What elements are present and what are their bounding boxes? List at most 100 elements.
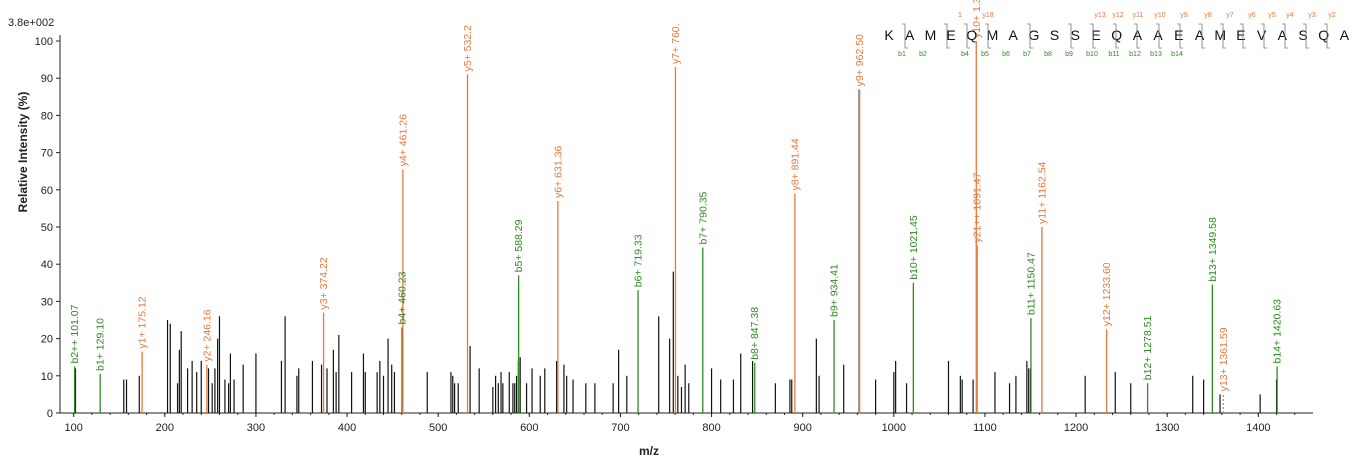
y-ion-peak-label: y4+ 461.26: [397, 114, 409, 166]
y-ion-index: y3: [1308, 12, 1316, 19]
y-tick-label: 80: [41, 110, 53, 122]
y-ion-index: y4: [1286, 12, 1294, 19]
fragment-cleavage-marker: [1220, 23, 1226, 49]
sequence-residue: V: [1257, 27, 1267, 43]
sequence-residue: M: [987, 27, 999, 43]
y-tick-label: 10: [41, 371, 53, 383]
fragment-cleavage-marker: [1199, 23, 1205, 49]
y-tick-label: 50: [41, 222, 53, 234]
sequence-residue: E: [1091, 27, 1100, 43]
sequence-residue: Q: [1318, 27, 1329, 43]
b-ion-peak-label: b12+ 1278.51: [1142, 316, 1154, 381]
y-ion-peak-label: y21++ 1091.47: [972, 172, 984, 242]
b-ion-peak-label: b1+ 129.10: [95, 318, 107, 371]
x-tick-label: 500: [429, 422, 447, 434]
y-ion-index: y7: [1226, 12, 1234, 19]
b-ion-index: b1: [898, 51, 906, 58]
y-ion-index: y5: [1268, 12, 1276, 19]
sequence-residue: Q: [966, 27, 977, 43]
b-ion-index: b4: [961, 51, 969, 58]
b-ion-peak-label: b14+ 1420.63: [1272, 299, 1284, 364]
y-ion-peak-label: y3+ 374.22: [318, 257, 330, 309]
sequence-residue: G: [1028, 27, 1039, 43]
b-ion-index: b12: [1129, 51, 1141, 58]
peak-labels-layer: b2++ 101.07 b1+ 129.10 y1+ 175.12 y2+ 246.1…: [69, 0, 1283, 391]
fragment-cleavage-marker: [964, 23, 970, 49]
fragment-cleavage-marker: [1177, 23, 1183, 49]
y-tick-label: 60: [41, 185, 53, 197]
b-ion-peak-label: b2++ 101.07: [69, 304, 81, 363]
y-tick-label: 40: [41, 259, 53, 271]
fragment-cleavage-marker: [1303, 23, 1309, 49]
sequence-residue: A: [1133, 27, 1143, 43]
peptide-sequence-annotation: K A M E Q M A G S S E Q A A E A M E V A S Q A1 y18 y13 y12 y11 y10 y…: [884, 12, 1349, 58]
x-tick-label: 400: [338, 422, 356, 434]
b-ion-index: b10: [1086, 51, 1098, 58]
x-tick-label: 1200: [1064, 422, 1088, 434]
y-tick-label: 100: [35, 36, 53, 48]
sequence-residue: S: [1050, 27, 1059, 43]
sequence-residue: E: [946, 27, 955, 43]
sequence-residue: A: [1153, 27, 1163, 43]
fragment-cleavage-marker: [1240, 23, 1246, 49]
x-tick-label: 200: [156, 422, 174, 434]
y-ion-index: y11: [1133, 12, 1144, 19]
y-tick-label: 20: [41, 334, 53, 346]
b-ion-index: b13: [1150, 51, 1162, 58]
y-tick-label: 90: [41, 73, 53, 85]
y-ion-peak-label: y11+ 1162.54: [1036, 161, 1048, 224]
y-ion-index: y10: [1154, 12, 1165, 19]
b-ion-index: b2: [919, 51, 927, 58]
b-ion-index: b6: [1002, 51, 1010, 58]
x-tick-label: 1000: [882, 422, 906, 434]
sequence-residue: M: [925, 27, 937, 43]
y-ion-index: y9: [1180, 12, 1188, 19]
y-ion-index: y8: [1204, 12, 1212, 19]
y-ion-peak-label: y10+ 1.31: [971, 0, 983, 38]
b-ion-index: b5: [981, 51, 989, 58]
sequence-residue: A: [1009, 27, 1019, 43]
sequence-residue: S: [1298, 27, 1307, 43]
b-ion-index: b9: [1065, 51, 1073, 58]
x-tick-label: 700: [611, 422, 629, 434]
fragment-cleavage-marker: [1261, 23, 1267, 49]
fragment-cleavage-marker: [1027, 23, 1033, 49]
y-ion-peak-label: y2+ 246.16: [201, 309, 213, 361]
sequence-residue: Q: [1111, 27, 1122, 43]
b-ion-peak-label: b4+ 460.23: [396, 271, 408, 324]
b-ion-peak-label: b5+ 588.29: [513, 219, 525, 272]
y-ion-index: y13: [1094, 12, 1105, 19]
y-axis-title: Relative Intensity (%): [16, 92, 30, 213]
fragment-cleavage-marker: [902, 23, 908, 49]
y-ion-index: y6: [1248, 12, 1256, 19]
sequence-residue: A: [905, 27, 915, 43]
b-ion-peak-label: b11+ 1150.47: [1025, 252, 1037, 315]
sequence-residue: K: [884, 27, 894, 43]
b-ion-index: b14: [1171, 51, 1183, 58]
y-ion-peak-label: y1+ 175.12: [137, 296, 149, 348]
b-ion-peak-label: b13+ 1349.58: [1207, 217, 1219, 282]
fragment-cleavage-marker: [1282, 23, 1288, 49]
fragment-cleavage-marker: [1090, 23, 1096, 49]
b-ion-peak-label: b10+ 1021.45: [908, 215, 920, 280]
b-ion-peak-label: b9+ 934.41: [829, 264, 841, 317]
fragment-cleavage-marker: [985, 23, 991, 49]
y-ion-peak-label: y5+ 532.2: [462, 25, 474, 72]
x-tick-label: 600: [520, 422, 538, 434]
max-intensity-label: 3.8e+002: [8, 17, 54, 29]
y-ion-index: y18: [982, 12, 993, 19]
peaks-layer: [73, 41, 1278, 413]
fragment-cleavage-marker: [1068, 23, 1074, 49]
y-ion-peak-label: y6+ 631.36: [552, 146, 564, 198]
axes: 0 10 20 30 40 50 60 70 80 90 100 100 200 300 400 500 600…: [35, 35, 1313, 434]
fragment-cleavage-marker: [944, 23, 950, 49]
y-ion-index: y12: [1112, 12, 1123, 19]
x-tick-label: 800: [702, 422, 720, 434]
sequence-residue: A: [1195, 27, 1205, 43]
b-ion-peak-label: b8+ 847.38: [749, 307, 761, 360]
x-axis-title: m/z: [639, 444, 659, 458]
y-tick-label: 0: [47, 408, 53, 420]
b-ion-peak-label: b7+ 790.35: [697, 191, 709, 244]
x-tick-label: 1400: [1246, 422, 1270, 434]
